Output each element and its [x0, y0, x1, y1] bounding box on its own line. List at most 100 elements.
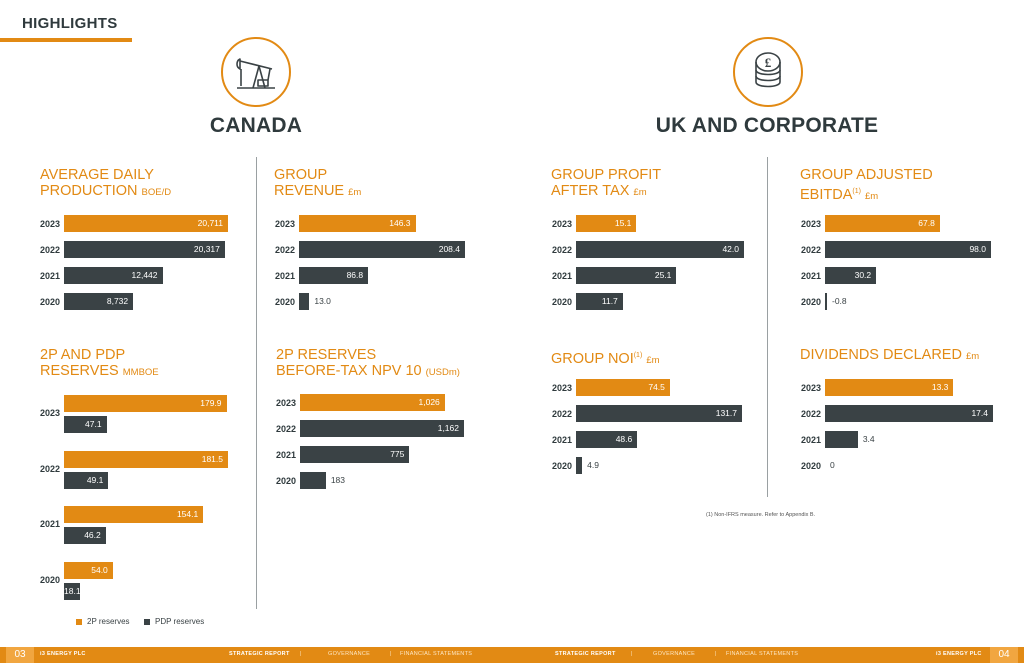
bar	[825, 241, 991, 258]
bar	[300, 420, 464, 437]
data-label: 17.4	[971, 408, 988, 418]
bar-pdp	[64, 471, 109, 489]
year-label: 2020	[551, 297, 572, 307]
data-label: 13.0	[314, 296, 331, 306]
data-label: 98.0	[969, 244, 986, 254]
data-label: 13.3	[931, 382, 949, 392]
year-label: 2021	[275, 450, 296, 460]
data-label-pdp: 49.1	[86, 474, 104, 485]
bar	[299, 293, 310, 310]
year-label: 2021	[274, 271, 295, 281]
data-label: 775	[390, 449, 405, 459]
data-label-2p: 179.9	[200, 398, 222, 408]
bar	[300, 446, 410, 463]
data-label: 1,026	[418, 397, 440, 407]
bar	[576, 267, 677, 284]
year-label: 2022	[39, 463, 60, 474]
oil-pump-icon	[221, 37, 291, 107]
footer-nav-strategic-right[interactable]: STRATEGIC REPORT	[555, 651, 616, 657]
year-label: 2022	[551, 245, 572, 255]
year-label: 2021	[551, 435, 572, 445]
bar	[576, 431, 638, 448]
footer-bar	[0, 647, 1024, 663]
footer-nav-governance-right[interactable]: GOVERNANCE	[653, 651, 696, 657]
bar	[825, 293, 827, 310]
bar-pdp	[64, 582, 81, 600]
data-label: 4.9	[587, 460, 599, 470]
data-label: 20,317	[193, 244, 220, 254]
year-label: 2023	[274, 219, 295, 229]
legend-pdp: PDP reserves	[144, 617, 204, 626]
bar	[576, 241, 744, 258]
bar	[64, 267, 163, 284]
divider-uk	[767, 157, 768, 497]
data-label: 20,711	[197, 218, 223, 228]
legend-swatch-2p	[76, 618, 82, 625]
footer-nav-financial-left[interactable]: FINANCIAL STATEMENTS	[400, 651, 473, 657]
bar-2p	[64, 506, 204, 523]
data-label: 3.4	[862, 434, 875, 444]
year-label: 2021	[551, 271, 572, 281]
year-label: 2023	[39, 219, 60, 229]
bar	[576, 405, 742, 422]
bar	[64, 293, 134, 310]
year-label: 2022	[275, 424, 296, 434]
data-label: 48.6	[615, 434, 633, 444]
bar	[825, 267, 877, 284]
data-label: 11.7	[601, 296, 618, 306]
bar	[576, 293, 623, 310]
bar	[64, 215, 228, 232]
year-label: 2021	[39, 519, 60, 529]
data-label: 0	[830, 460, 835, 470]
footer-nav-governance-left[interactable]: GOVERNANCE	[328, 651, 371, 657]
chart-title-ebitda: GROUP ADJUSTED EBITDA(1) £m	[800, 167, 933, 203]
bar	[300, 394, 445, 411]
data-label: 86.8	[346, 270, 364, 280]
section-title-uk: UK AND CORPORATE	[655, 114, 879, 137]
bar-2p	[64, 561, 113, 579]
year-label: 2023	[275, 398, 296, 408]
bar	[576, 379, 670, 396]
section-title-canada: CANADA	[209, 114, 303, 137]
data-label: 131.7	[715, 408, 737, 418]
bar-2p	[64, 395, 227, 412]
year-label: 2023	[800, 219, 821, 229]
bar-2p	[64, 450, 228, 468]
year-label: 2021	[39, 271, 60, 281]
year-label: 2022	[551, 409, 572, 419]
footer-nav-financial-right[interactable]: FINANCIAL STATEMENTS	[726, 651, 799, 657]
bar	[64, 241, 225, 258]
bar	[576, 457, 583, 474]
year-label: 2020	[274, 297, 295, 307]
footer-sep: |	[715, 651, 717, 657]
footer-company-right: i3 ENERGY PLC	[936, 651, 982, 657]
footer-sep: |	[631, 651, 633, 657]
chart-title-revenue: GROUP REVENUE £m	[274, 167, 362, 199]
bar	[825, 405, 993, 422]
legend-swatch-pdp	[144, 618, 150, 625]
data-label: 15.1	[614, 218, 632, 228]
legend-label-pdp: PDP reserves	[155, 617, 205, 626]
year-label: 2022	[800, 245, 821, 255]
bar	[825, 431, 858, 448]
footer-nav-strategic-left[interactable]: STRATEGIC REPORT	[229, 651, 290, 657]
chart-title-reserves: 2P AND PDP RESERVES MMBOE	[40, 347, 159, 379]
bar	[299, 215, 416, 232]
data-label-pdp: 46.2	[84, 530, 101, 540]
data-label-pdp: 18.1	[64, 585, 81, 596]
bar-pdp	[64, 416, 107, 433]
footer-sep: |	[300, 651, 302, 657]
year-label: 2020	[39, 297, 60, 307]
bar	[576, 215, 637, 232]
year-label: 2020	[800, 297, 821, 307]
page-number-left: 03	[6, 647, 34, 663]
year-label: 2022	[39, 245, 60, 255]
data-label: 67.8	[918, 218, 935, 228]
year-label: 2020	[800, 461, 821, 471]
bar	[300, 472, 326, 489]
year-label: 2023	[551, 219, 572, 229]
data-label-2p: 181.5	[201, 453, 223, 464]
year-label: 2021	[800, 435, 821, 445]
year-label: 2020	[275, 476, 296, 486]
